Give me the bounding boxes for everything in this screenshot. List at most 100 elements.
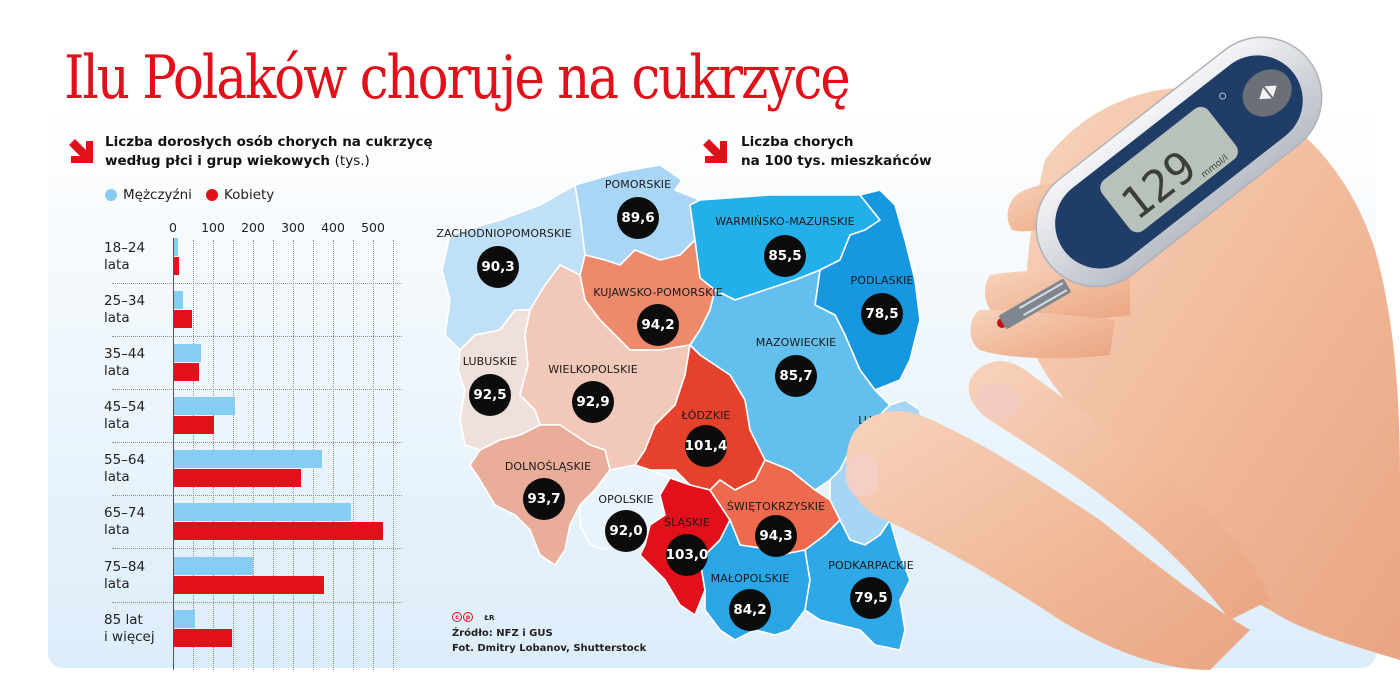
x-tick: 200 bbox=[241, 220, 265, 235]
region-value-wielkopolskie: 92,9 bbox=[572, 381, 614, 423]
grid-line bbox=[353, 240, 354, 670]
thumb bbox=[968, 361, 1270, 620]
bar-men-45-54 bbox=[174, 397, 235, 415]
region-value-podlaskie: 78,5 bbox=[861, 293, 903, 335]
meter-left-button-icon bbox=[1259, 87, 1272, 100]
region-label-warminsko-mazurskie: WARMIŃSKO-MAZURSKIE bbox=[715, 215, 855, 228]
row-label-85-plus: 85 lat i więcej bbox=[104, 612, 155, 645]
arrow-down-right-icon bbox=[69, 139, 93, 163]
glucose-meter: 129 mmol/l bbox=[1035, 36, 1323, 288]
region-label-swietokrzyskie: ŚWIĘTOKRZYSKIE bbox=[726, 500, 826, 513]
region-opolskie bbox=[579, 464, 671, 551]
x-tick: 500 bbox=[361, 220, 385, 235]
region-label-podlaskie: PODLASKIE bbox=[850, 274, 914, 287]
region-value-mazowieckie: 85,7 bbox=[775, 355, 817, 397]
x-axis-zero-line bbox=[173, 238, 174, 670]
row-label-18-24: 18–24 lata bbox=[104, 240, 146, 273]
bar-women-45-54 bbox=[174, 416, 214, 434]
data-source: Źródło: NFZ i GUS bbox=[452, 628, 553, 639]
region-value-lodzkie: 101,4 bbox=[685, 425, 727, 467]
bar-women-35-44 bbox=[174, 363, 199, 381]
legend-item-women: Kobiety bbox=[205, 187, 275, 203]
region-label-lodzkie: ŁÓDZKIE bbox=[681, 409, 731, 422]
bar-men-65-74 bbox=[174, 503, 351, 521]
region-label-pomorskie: POMORSKIE bbox=[604, 178, 672, 191]
finger-lower bbox=[846, 411, 1250, 670]
x-tick: 100 bbox=[201, 220, 225, 235]
bar-chart: 0 100 200 300 400 500 18–24 lata 25–34 lat… bbox=[60, 218, 420, 670]
grid-line bbox=[373, 240, 374, 670]
power-icon bbox=[1219, 92, 1227, 100]
row-separator bbox=[112, 495, 402, 496]
row-separator bbox=[112, 283, 402, 284]
map-regions bbox=[441, 164, 921, 651]
row-separator bbox=[112, 548, 402, 549]
x-tick: 0 bbox=[169, 220, 177, 235]
page-title: Ilu Polaków choruje na cukrzycę bbox=[64, 43, 851, 113]
bar-women-85-plus bbox=[174, 629, 232, 647]
photo-credit: Fot. Dmitry Lobanov, Shutterstock bbox=[452, 643, 647, 654]
legend-dot-women-icon bbox=[205, 189, 218, 201]
region-value-dolnoslaskie: 93,7 bbox=[523, 478, 565, 520]
author-initials: ŁR bbox=[484, 614, 495, 622]
region-value-kujawsko-pomorskie: 94,2 bbox=[637, 304, 679, 346]
finger-nail bbox=[845, 453, 879, 497]
x-tick: 300 bbox=[281, 220, 305, 235]
bar-women-55-64 bbox=[174, 469, 301, 487]
bar-men-75-84 bbox=[174, 557, 253, 575]
region-label-mazowieckie: MAZOWIECKIE bbox=[755, 336, 837, 349]
region-malopolskie bbox=[699, 519, 811, 641]
meter-screen bbox=[1100, 106, 1238, 233]
region-value-malopolskie: 84,2 bbox=[729, 589, 771, 631]
region-value-lubuskie: 92,5 bbox=[469, 374, 511, 416]
bar-chart-heading: Liczba dorosłych osób chorych na cukrzyc… bbox=[105, 133, 433, 171]
grid-line bbox=[393, 240, 394, 670]
thumb-nail bbox=[976, 384, 1020, 420]
bar-men-55-64 bbox=[174, 450, 322, 468]
bar-heading-line1: Liczba dorosłych osób chorych na cukrzyc… bbox=[105, 134, 433, 150]
arrow-down-right-icon bbox=[703, 139, 727, 163]
test-strip bbox=[999, 278, 1071, 329]
map-heading-line1: Liczba chorych bbox=[741, 134, 854, 150]
region-label-dolnoslaskie: DOLNOŚLĄSKIE bbox=[504, 460, 592, 473]
region-label-malopolskie: MAŁOPOLSKIE bbox=[710, 572, 790, 585]
region-label-zachodniopomorskie: ZACHODNIOPOMORSKIE bbox=[436, 227, 572, 240]
region-value-slaskie: 103,0 bbox=[666, 534, 708, 576]
region-label-slaskie: ŚLĄSKIE bbox=[664, 516, 710, 529]
row-label-55-64: 55–64 lata bbox=[104, 452, 146, 485]
region-value-swietokrzyskie: 94,3 bbox=[755, 515, 797, 557]
row-separator bbox=[112, 389, 402, 390]
glucose-meter-photo: 129 mmol/l bbox=[845, 36, 1400, 670]
bar-women-18-24 bbox=[174, 257, 179, 275]
bar-men-35-44 bbox=[174, 344, 201, 362]
region-value-warminsko-mazurskie: 85,5 bbox=[764, 235, 806, 277]
row-separator bbox=[112, 336, 402, 337]
region-value-podkarpackie: 79,5 bbox=[850, 577, 892, 619]
region-label-opolskie: OPOLSKIE bbox=[598, 493, 654, 506]
bar-heading-line2: według płci i grup wiekowych bbox=[105, 153, 330, 169]
row-label-25-34: 25–34 lata bbox=[104, 293, 146, 326]
x-tick: 400 bbox=[321, 220, 345, 235]
region-value-zachodniopomorskie: 90,3 bbox=[477, 246, 519, 288]
row-separator bbox=[112, 442, 402, 443]
row-label-35-44: 35–44 lata bbox=[104, 346, 146, 379]
legend-label-women: Kobiety bbox=[223, 187, 275, 203]
row-label-75-84: 75–84 lata bbox=[104, 559, 146, 592]
map-heading: Liczba chorych na 100 tys. mieszkańców bbox=[741, 133, 932, 171]
region-value-pomorskie: 89,6 bbox=[617, 197, 659, 239]
bar-men-85-plus bbox=[174, 610, 195, 628]
region-label-podkarpackie: PODKARPACKIE bbox=[828, 559, 914, 572]
bar-men-18-24 bbox=[174, 238, 178, 256]
grid-line bbox=[333, 240, 334, 670]
region-value-opolskie: 92,0 bbox=[605, 510, 647, 552]
legend-item-men: Mężczyźni bbox=[105, 187, 192, 203]
meter-right-button-icon bbox=[1264, 85, 1277, 98]
bar-women-65-74 bbox=[174, 522, 383, 540]
bar-men-25-34 bbox=[174, 291, 183, 309]
row-label-65-74: 65–74 lata bbox=[104, 505, 146, 538]
region-label-lubuskie: LUBUSKIE bbox=[462, 355, 518, 368]
legend-dot-men-icon bbox=[105, 189, 117, 201]
bar-heading-unit: (tys.) bbox=[334, 153, 370, 169]
